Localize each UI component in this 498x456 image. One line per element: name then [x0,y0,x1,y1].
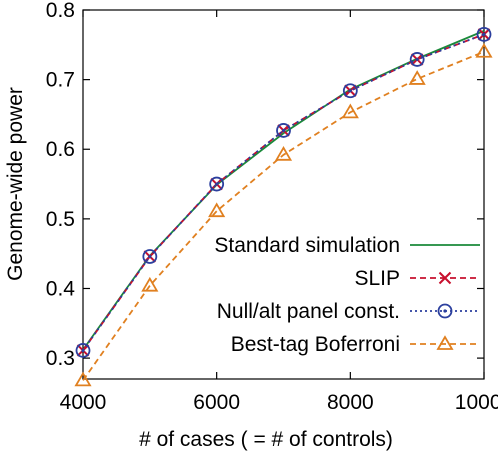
circle-marker-dot [215,182,219,186]
y-tick-label: 0.5 [46,208,75,231]
axes-frame [82,9,485,380]
circle-marker-dot [81,348,85,353]
series-3 [74,42,493,387]
y-tick-label: 0.8 [46,0,75,22]
data-point [209,176,225,192]
series-layer [74,26,493,387]
data-point [142,249,158,264]
data-point [475,42,493,58]
series-line [82,50,485,381]
legend-label: Null/alt panel const. [217,300,400,323]
circle-marker-dot [148,254,152,259]
data-point [208,202,226,218]
data-point [408,70,426,85]
x-tick-label: 8000 [327,391,374,414]
y-axis-label: Genome-wide power [4,87,27,281]
circle-marker-ring [476,26,492,42]
plot-frame [82,9,485,380]
circle-marker-dot [482,32,486,36]
y-tick-label: 0.6 [46,138,75,161]
circle-marker-dot [348,89,352,93]
circle-marker-dot [281,128,286,133]
data-point [75,343,91,358]
x-tick-label: 4000 [60,391,107,414]
y-tick-label: 0.7 [46,69,75,92]
y-tick-label: 0.4 [46,277,76,300]
x-marker-stroke [438,271,452,285]
data-point [274,146,293,161]
circle-marker-ring [75,343,91,358]
x-tick-label: 6000 [193,391,240,414]
legend-swatch-marker [438,271,452,285]
data-point [141,276,159,292]
legend-label: SLIP [354,267,400,290]
data-point [74,371,92,387]
x-axis-label: # of cases ( = # of controls) [139,428,393,451]
legend-label: Standard simulation [214,234,400,257]
data-point [409,52,425,67]
series-2 [75,26,492,358]
y-tick-label: 0.3 [46,347,75,370]
circle-marker-ring [437,303,453,319]
data-point [476,26,492,42]
circle-marker-ring [209,176,225,192]
data-point [276,123,291,138]
legend-swatch-marker [437,303,453,319]
circle-marker-ring [276,123,291,138]
legend-label: Best-tag Boferroni [231,333,400,356]
data-point [342,83,358,99]
y-axis-ticks: 0.3 0.4 0.5 0.6 0.7 0.8 [46,0,484,370]
legend-swatch-marker [436,335,454,350]
legend: Standard simulation SLIP Null/alt panel co… [214,234,480,356]
data-point [341,103,359,119]
circle-marker-ring [142,249,158,264]
circle-marker-ring [342,83,358,99]
circle-marker-ring [409,52,425,67]
circle-marker-dot [415,57,419,62]
circle-marker-dot [443,309,447,313]
